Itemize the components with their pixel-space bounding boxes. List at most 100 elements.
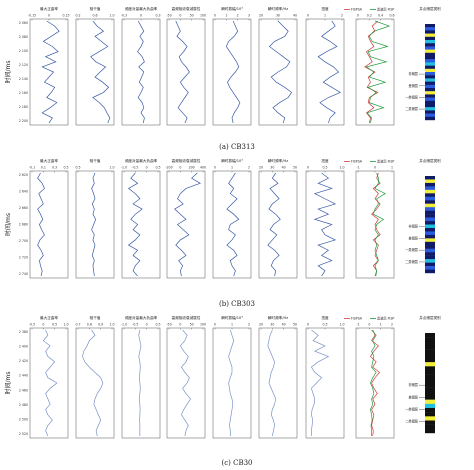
x-tick-label: 100 <box>200 323 206 327</box>
x-tick-label: 0 <box>307 323 309 327</box>
facies-band <box>425 266 435 270</box>
facies-band <box>425 391 435 396</box>
facies-band <box>425 387 435 392</box>
track-panel: 最大正曲率 -0.1 0.1 0.3 0.5 <box>29 158 69 279</box>
facies-label: 二类储层 <box>405 106 418 111</box>
series-line <box>175 20 190 124</box>
facies-band <box>425 234 435 239</box>
facies-label: 差储层 <box>408 235 418 240</box>
facies-band <box>425 231 435 236</box>
x-tick-label: 0 <box>307 166 309 170</box>
series-line <box>82 329 104 437</box>
facies-band <box>425 65 435 69</box>
track-panel: 倾度对量最大负曲率 -0.3 0 0.3 <box>121 6 161 126</box>
facies-band <box>425 403 435 409</box>
facies-band <box>425 52 435 57</box>
track-frame <box>29 18 69 126</box>
y-tick-label: 2 400 <box>19 345 28 349</box>
x-tick-label: 20 <box>259 323 263 327</box>
legend: FISPSA 滤波后 FISP <box>344 316 394 321</box>
track-frame <box>212 327 252 439</box>
subfigure-caption: (a) CB313 <box>219 143 255 151</box>
x-tick-label: 0.6 <box>92 14 97 18</box>
facies-band <box>425 227 435 232</box>
facies-band <box>425 217 435 222</box>
x-tick-label: 0.6 <box>389 14 394 18</box>
x-tick-label: -0.5 <box>29 323 35 327</box>
facies-band <box>425 353 435 359</box>
x-tick-label: 0 <box>214 166 216 170</box>
y-tick-label: 2 480 <box>19 403 28 407</box>
track-panel: 瞬时频率/Hz 20 30 40 <box>258 6 298 126</box>
track-title: 高频吸收衰减属性 <box>172 315 201 320</box>
series-line <box>127 172 143 277</box>
x-tick-label: 0.9 <box>98 323 103 327</box>
x-tick-label: 0 <box>214 323 216 327</box>
x-tick-label: 1 <box>324 14 326 18</box>
facies-label: 非储层 <box>408 224 418 229</box>
track-panel: 最大正曲率 -0.15 0 0.15 <box>28 6 70 126</box>
track-panel: 扭度 0 0.5 1.0 <box>305 158 345 279</box>
x-tick-label: -0.5 <box>132 323 138 327</box>
facies-band <box>425 24 435 28</box>
facies-band <box>425 46 435 50</box>
x-tick-label: 0.5 <box>75 166 80 170</box>
facies-band <box>425 94 435 98</box>
legend: FISPSA 滤波后 FISP <box>344 7 394 12</box>
x-tick-label: 30 <box>276 14 280 18</box>
x-tick-label: 1.0 <box>109 166 114 170</box>
track-panel: 扭度 0 0.5 1.0 <box>305 315 345 439</box>
series-line <box>228 329 235 436</box>
track-panel: 高频吸收衰减属性-50 0 50 100 <box>166 315 206 439</box>
facies-band <box>425 78 435 82</box>
facies-band <box>425 200 435 204</box>
facies-band <box>425 72 435 76</box>
x-tick-label: 40 <box>282 323 286 327</box>
x-tick-label: 2 <box>341 14 343 18</box>
x-tick-label: -0.1 <box>29 166 35 170</box>
track-frame <box>355 327 395 439</box>
series-line <box>90 20 111 124</box>
facies-band <box>425 345 435 350</box>
track-title: 瞬时振幅/10³ <box>221 158 243 163</box>
track-frame <box>75 170 115 279</box>
x-tick-label: 0.5 <box>322 166 327 170</box>
x-tick-label: 0 <box>146 323 148 327</box>
facies-band <box>425 349 435 355</box>
series-line <box>365 20 391 124</box>
track-frame <box>258 170 298 279</box>
series-line <box>174 172 201 277</box>
facies-band <box>425 214 435 218</box>
x-tick-label: 200 <box>189 166 195 170</box>
facies-label: 一类储层 <box>405 247 418 252</box>
track-panel: -1 0 1 <box>355 166 395 279</box>
x-tick-label: 30 <box>270 166 274 170</box>
x-tick-label: 2 <box>237 14 239 18</box>
x-tick-label: -0.15 <box>28 14 36 18</box>
track-frame <box>166 18 206 126</box>
x-tick-label: 40 <box>293 14 297 18</box>
track-panel: 高频吸收衰减属性-50 0 50 100 <box>166 6 206 126</box>
facies-title: 井点储层类别 <box>419 158 441 163</box>
x-tick-label: 0 <box>42 323 44 327</box>
x-tick-label: -50 <box>166 323 171 327</box>
x-tick-label: 0.2 <box>75 14 80 18</box>
facies-band <box>425 428 435 434</box>
x-tick-label: 0.4 <box>378 14 383 18</box>
x-tick-label: 40 <box>282 166 286 170</box>
y-tick-label: 2 060 <box>19 21 28 25</box>
facies-label: 差储层 <box>408 83 418 88</box>
facies-band <box>425 245 435 249</box>
facies-label: 非储层 <box>408 71 418 76</box>
track-panel: 瞬时频率/Hz 20 30 40 50 <box>258 315 298 439</box>
track-title: 相干值 <box>90 158 101 163</box>
facies-band <box>425 341 435 346</box>
x-tick-label: -50 <box>166 14 171 18</box>
subfigure-caption: (c) CB30 <box>221 459 252 467</box>
track-title: 最大正曲率 <box>40 158 58 163</box>
